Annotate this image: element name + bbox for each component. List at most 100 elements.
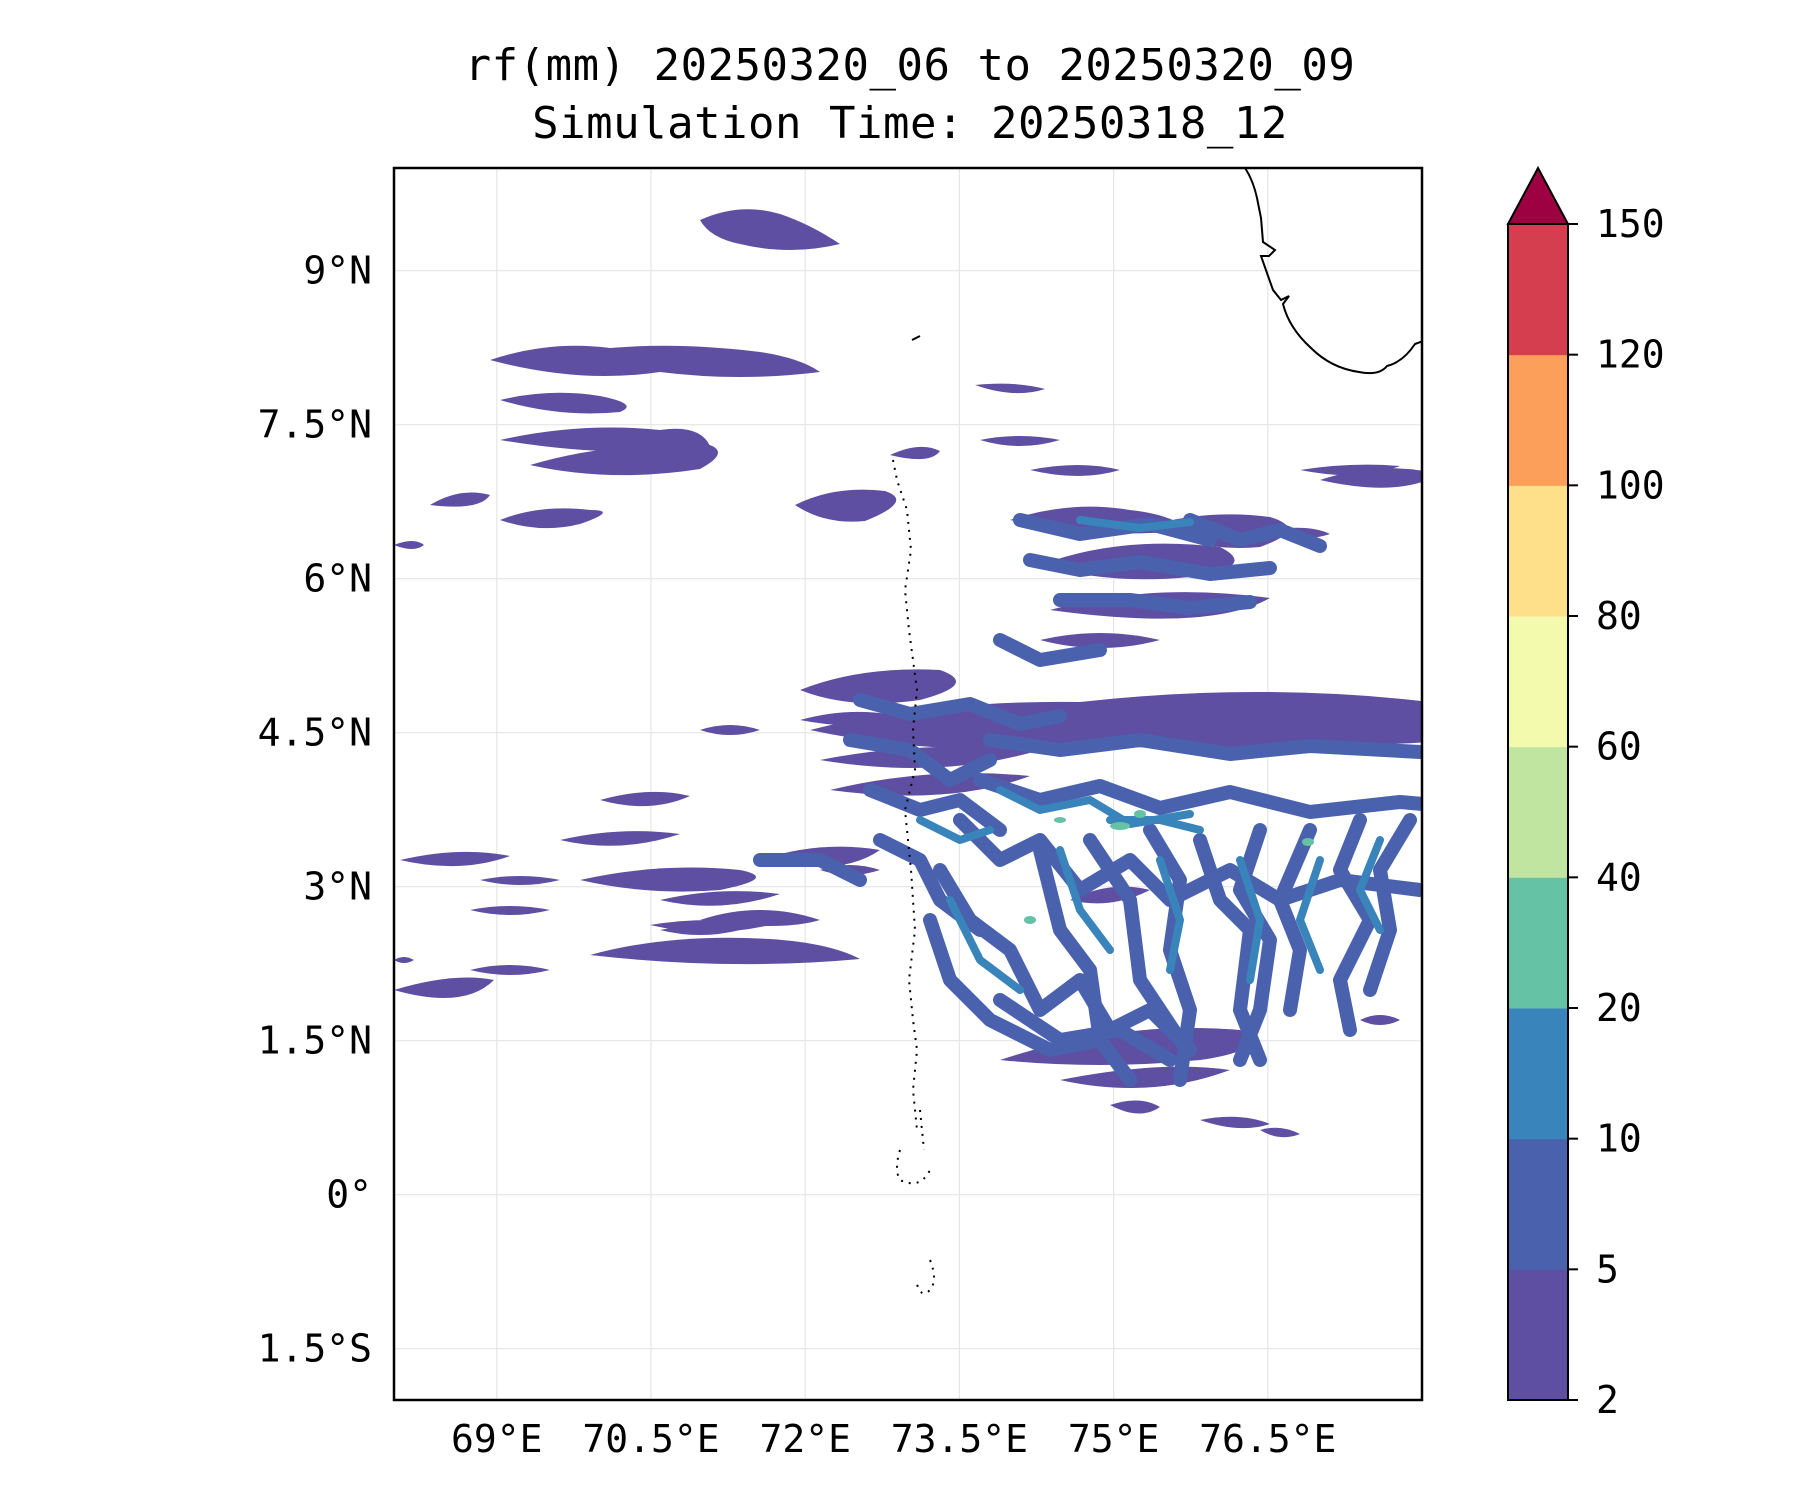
maldives-south-atolls <box>896 1109 935 1295</box>
rain-band <box>1333 813 1377 1037</box>
map-title-line-1: rf(mm) 20250320_06 to 20250320_09 <box>464 40 1356 91</box>
colorbar-tick-label: 5 <box>1596 1247 1619 1291</box>
rain-peak-cell <box>1024 916 1036 924</box>
lat-tick-label: 6°N <box>303 557 372 601</box>
longitude-tick-labels: 69°E 70.5°E 72°E 73.5°E 75°E 76.5°E <box>451 1417 1336 1461</box>
rain-peak-cell <box>1134 810 1146 818</box>
rain-peak-cell <box>1110 822 1130 830</box>
rain-patch <box>580 867 756 892</box>
lat-tick-label: 0° <box>326 1173 372 1217</box>
rain-patch <box>394 977 494 998</box>
india-coastline <box>1244 168 1422 375</box>
rainfall-5-10mm-layer <box>753 513 1422 1087</box>
map-title-line-2: Simulation Time: 20250318_12 <box>532 98 1288 149</box>
rain-patch <box>700 910 820 926</box>
map-frame <box>392 166 1424 1402</box>
rain-patch <box>975 383 1045 394</box>
rain-patch <box>800 669 956 704</box>
colorbar-tick-label: 40 <box>1596 855 1642 899</box>
rain-band <box>863 783 1007 837</box>
rain-band <box>853 693 1067 731</box>
colorbar-segment <box>1508 485 1568 617</box>
colorbar-tick-label: 60 <box>1596 725 1642 769</box>
lon-tick-label: 70.5°E <box>582 1417 719 1461</box>
rain-core <box>916 816 994 844</box>
rainfall-2-5mm-layer <box>394 209 1422 1138</box>
colorbar-extend-triangle <box>1506 165 1570 225</box>
lon-tick-label: 76.5°E <box>1199 1417 1336 1461</box>
rain-band <box>1013 513 1217 547</box>
rain-band <box>1023 553 1277 581</box>
rain-core <box>1156 856 1184 974</box>
rain-patch <box>1060 1066 1230 1088</box>
latitude-tick-labels: 9°N 7.5°N 6°N 4.5°N 3°N 1.5°N 0° 1.5°S <box>258 249 372 1371</box>
colorbar-tick-label: 120 <box>1596 333 1665 377</box>
rain-peak-cell <box>1302 838 1314 846</box>
rain-core <box>946 896 1024 994</box>
colorbar-tick-label: 20 <box>1596 986 1642 1030</box>
rain-patch <box>1260 1127 1300 1138</box>
rain-patch <box>660 926 740 935</box>
rain-core <box>1076 516 1194 532</box>
rain-patch <box>1030 465 1120 476</box>
rain-band <box>993 993 1177 1067</box>
rain-patch <box>590 937 860 965</box>
colorbar-segment <box>1508 1269 1568 1401</box>
rain-patch <box>400 851 510 867</box>
colorbar-tick-label: 150 <box>1596 202 1665 246</box>
rain-band <box>1053 593 1257 615</box>
rain-patch <box>490 345 820 377</box>
rain-core <box>1106 816 1204 834</box>
lon-tick-label: 72°E <box>759 1417 851 1461</box>
lat-tick-label: 1.5°N <box>258 1019 372 1063</box>
colorbar-segment <box>1508 877 1568 1009</box>
maldives-atolls <box>892 459 919 1131</box>
rain-patch <box>394 541 424 549</box>
colorbar-tick-label: 10 <box>1596 1117 1642 1161</box>
map-gridlines <box>394 168 1422 1400</box>
rain-band <box>1273 823 1317 1017</box>
rain-band <box>1033 843 1137 1087</box>
lat-tick-label: 3°N <box>303 865 372 909</box>
rain-patch <box>980 436 1060 446</box>
rain-band <box>753 853 867 887</box>
rain-core <box>1296 856 1324 974</box>
colorbar-segment <box>1508 224 1568 356</box>
rainfall-20-40mm-layer <box>1024 810 1314 924</box>
rain-patch <box>660 891 780 906</box>
rain-band <box>1183 513 1327 553</box>
colorbar-segment <box>1508 1138 1568 1270</box>
colorbar-frame <box>1507 223 1569 1401</box>
rain-patch <box>700 209 840 250</box>
rain-patch <box>600 791 690 807</box>
rain-patch <box>890 446 940 460</box>
rain-band <box>973 773 1422 819</box>
lon-tick-label: 73.5°E <box>891 1417 1028 1461</box>
rain-core <box>1056 846 1114 954</box>
colorbar-tick-label: 2 <box>1596 1378 1619 1422</box>
rain-patch <box>560 831 680 846</box>
rainfall-10-20mm-layer <box>916 516 1384 994</box>
rain-patch <box>1040 633 1160 648</box>
rain-band <box>1363 813 1417 997</box>
colorbar: 2 5 10 20 40 60 80 100 120 150 <box>1506 165 1665 1422</box>
rain-band <box>923 913 1107 1057</box>
rain-patch <box>480 876 560 885</box>
rain-core <box>1356 836 1384 934</box>
rain-patch <box>1110 1100 1160 1114</box>
rain-patch <box>500 508 603 529</box>
rain-band <box>983 733 1422 761</box>
rain-band <box>1083 833 1187 1047</box>
coastlines <box>892 168 1422 1295</box>
lat-tick-label: 9°N <box>303 249 372 293</box>
rain-patch <box>394 957 414 963</box>
colorbar-segment <box>1508 1008 1568 1140</box>
rain-core <box>1236 856 1264 984</box>
rain-band <box>993 633 1107 667</box>
rain-patch <box>1200 1116 1270 1129</box>
rain-patch <box>1360 1015 1400 1025</box>
rain-patch <box>500 392 627 414</box>
colorbar-segment <box>1508 746 1568 878</box>
lat-tick-label: 1.5°S <box>258 1327 372 1371</box>
rain-patch <box>470 906 550 915</box>
